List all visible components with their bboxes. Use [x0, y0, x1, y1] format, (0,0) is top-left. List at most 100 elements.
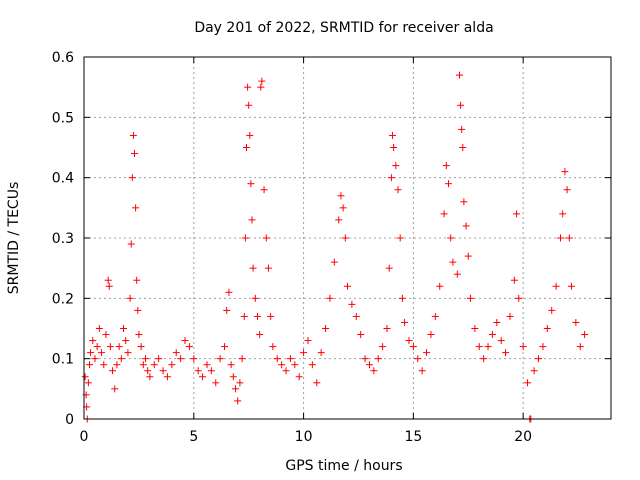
- data-point: [330, 258, 338, 266]
- data-point: [502, 349, 510, 357]
- data-point: [535, 355, 543, 363]
- data-point: [242, 144, 250, 151]
- data-point: [348, 300, 356, 308]
- data-point: [273, 355, 281, 363]
- data-point: [102, 331, 110, 339]
- data-point: [93, 343, 101, 351]
- data-point: [317, 349, 325, 357]
- data-point: [453, 270, 461, 278]
- data-point: [308, 361, 316, 369]
- data-point: [559, 210, 567, 218]
- axis-ticks: [83, 56, 611, 420]
- data-point: [539, 343, 547, 351]
- data-point: [229, 373, 237, 381]
- data-point: [357, 331, 365, 339]
- data-point: [127, 240, 135, 248]
- data-point: [264, 264, 272, 272]
- data-point: [89, 337, 97, 345]
- data-point: [146, 373, 154, 381]
- y-tick-label: 0.2: [52, 291, 74, 307]
- data-point: [335, 216, 343, 224]
- data-point: [232, 385, 240, 393]
- data-point: [144, 367, 152, 375]
- data-point: [159, 367, 167, 375]
- data-point: [240, 312, 248, 320]
- data-point: [115, 343, 123, 351]
- data-point: [98, 349, 106, 357]
- data-point: [257, 83, 265, 91]
- data-point: [460, 198, 468, 206]
- x-tick-label: 20: [514, 429, 532, 445]
- data-point: [488, 331, 496, 339]
- data-point: [394, 186, 402, 194]
- data-point: [524, 379, 532, 387]
- data-point: [506, 312, 514, 320]
- data-point: [440, 210, 448, 218]
- data-point: [131, 150, 139, 158]
- data-point: [344, 282, 351, 290]
- data-point: [133, 276, 141, 284]
- data-point: [291, 361, 299, 369]
- data-point: [190, 355, 198, 363]
- data-point: [449, 258, 457, 266]
- data-point: [484, 343, 492, 351]
- data-point: [168, 361, 176, 369]
- data-point: [260, 186, 268, 194]
- x-tick-label: 0: [80, 429, 89, 445]
- data-point: [389, 131, 397, 139]
- data-point: [249, 264, 257, 272]
- data-point: [436, 282, 444, 290]
- data-point: [91, 355, 99, 363]
- data-point: [563, 186, 571, 194]
- data-point: [117, 355, 125, 363]
- data-point: [246, 131, 254, 139]
- data-point: [466, 294, 474, 302]
- data-point: [493, 318, 501, 326]
- y-tick-label: 0: [65, 412, 74, 428]
- data-point: [282, 367, 290, 375]
- data-point: [95, 325, 103, 332]
- data-point: [234, 397, 242, 405]
- data-point: [464, 252, 472, 260]
- data-point: [405, 337, 413, 345]
- data-point: [409, 343, 417, 351]
- data-point: [401, 318, 409, 326]
- data-point: [194, 367, 202, 375]
- data-point: [337, 192, 345, 200]
- data-point: [247, 180, 255, 188]
- data-point: [552, 282, 560, 290]
- y-tick-label: 0.4: [52, 171, 74, 187]
- data-point: [497, 337, 505, 345]
- data-point: [84, 379, 92, 387]
- data-point: [150, 361, 158, 369]
- data-point: [269, 343, 277, 351]
- data-point: [135, 331, 143, 339]
- data-point: [398, 294, 406, 302]
- y-tick-label: 0.5: [52, 110, 74, 126]
- data-point: [462, 222, 470, 230]
- data-point: [427, 331, 435, 339]
- data-point: [387, 174, 395, 182]
- data-point: [181, 337, 189, 345]
- tick-labels: 0 0.1 0.2 0.3 0.4 0.5 0.6 0 5 10 15 20: [52, 50, 532, 445]
- data-point: [245, 101, 253, 109]
- data-point: [185, 343, 193, 351]
- data-point: [141, 355, 149, 363]
- data-point: [396, 234, 404, 242]
- data-point: [445, 180, 453, 188]
- data-point: [370, 367, 378, 375]
- data-point: [341, 234, 349, 242]
- data-point: [339, 204, 347, 212]
- x-tick-label: 10: [295, 429, 313, 445]
- y-tick-label: 0.1: [52, 352, 74, 368]
- data-point: [111, 385, 119, 393]
- data-point: [172, 349, 180, 357]
- data-point: [313, 379, 321, 387]
- data-point: [561, 168, 569, 176]
- data-point: [519, 343, 527, 351]
- data-point: [414, 355, 422, 363]
- data-point: [567, 282, 575, 290]
- data-point: [392, 162, 400, 170]
- data-point: [322, 325, 330, 332]
- data-point: [137, 343, 145, 351]
